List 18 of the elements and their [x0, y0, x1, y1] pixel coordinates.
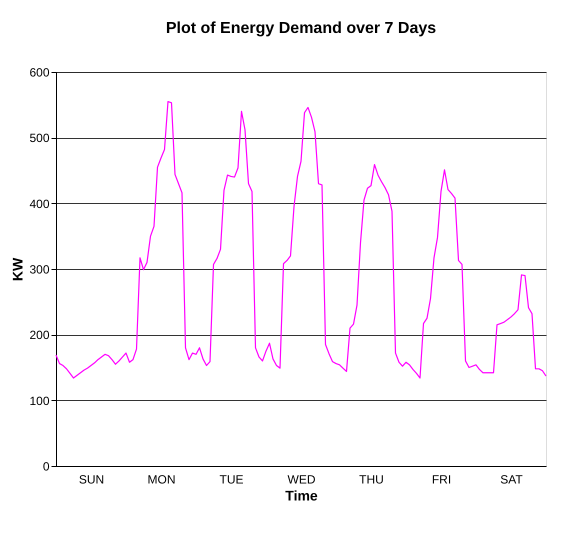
x-tick-label: FRI	[432, 472, 452, 486]
x-tick-label: WED	[288, 472, 316, 486]
y-tick-label: 0	[42, 460, 50, 474]
x-tick-label: MON	[148, 472, 176, 486]
x-tick-label: THU	[359, 472, 384, 486]
x-tick-label: SAT	[500, 472, 524, 486]
chart-title: Plot of Energy Demand over 7 Days	[166, 20, 436, 37]
x-tick-label: TUE	[220, 472, 244, 486]
y-tick-label: 500	[29, 131, 50, 146]
y-tick-label: 300	[29, 262, 50, 276]
y-axis-title: KW	[9, 257, 26, 282]
y-tick-label: 200	[29, 328, 50, 342]
x-tick-label: SUN	[78, 472, 104, 486]
line-series	[55, 100, 547, 379]
x-axis-title: Time	[285, 488, 318, 504]
y-tick-label: 400	[29, 196, 50, 211]
y-tick-label: 600	[29, 66, 50, 80]
y-tick-label: 100	[29, 394, 50, 408]
